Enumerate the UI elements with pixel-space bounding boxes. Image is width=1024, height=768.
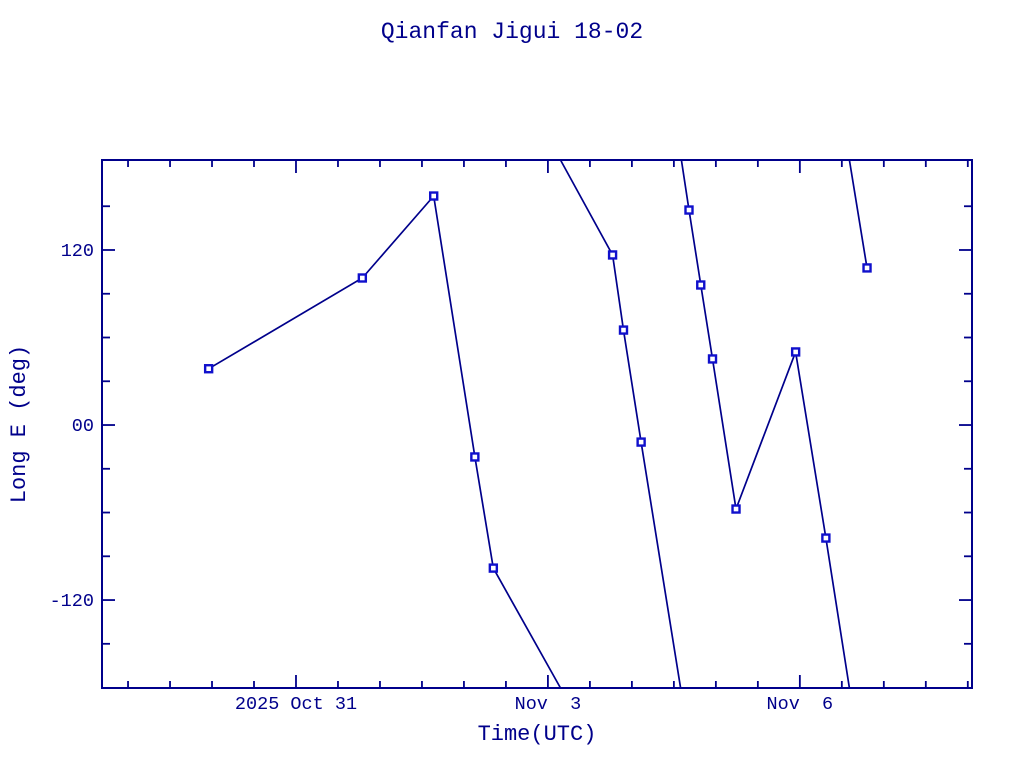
data-point-marker: [488, 563, 499, 573]
x-tick-label: 2025 Oct 31: [235, 694, 357, 715]
data-point-marker: [607, 250, 618, 260]
series-line: [680, 159, 851, 689]
data-point-marker: [696, 280, 706, 290]
data-point-marker: [357, 273, 368, 283]
data-point-marker: [862, 263, 872, 273]
series-line: [848, 159, 868, 269]
y-tick-label: 120: [61, 241, 94, 262]
data-point-marker: [821, 533, 831, 543]
data-point-marker: [429, 191, 439, 201]
data-point-marker: [470, 452, 480, 462]
y-axis-label: Long E (deg): [7, 345, 32, 503]
x-tick-label: Nov 3: [515, 694, 582, 715]
x-axis-label: Time(UTC): [478, 722, 597, 747]
data-point-marker: [203, 364, 214, 374]
plot-frame: [101, 159, 973, 689]
data-point-marker: [618, 325, 629, 335]
x-tick-label: Nov 6: [767, 694, 834, 715]
y-tick-label: -120: [50, 591, 94, 612]
chart-title: Qianfan Jigui 18-02: [381, 19, 643, 45]
data-point-marker: [636, 437, 646, 447]
y-tick-label: 00: [72, 416, 94, 437]
series-line: [208, 194, 562, 689]
plot-area: 2025 Oct 31 Nov 3 Nov 6 120 00 -120: [50, 159, 973, 715]
data-point-marker: [684, 205, 694, 215]
series-line: [559, 159, 682, 689]
data-point-marker: [790, 347, 801, 357]
data-point-marker: [707, 354, 718, 364]
data-point-marker: [731, 504, 741, 514]
